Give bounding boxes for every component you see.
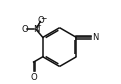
- Text: +: +: [35, 24, 41, 29]
- Text: O: O: [22, 25, 29, 34]
- Text: O: O: [30, 73, 37, 82]
- Text: N: N: [33, 25, 39, 34]
- Text: −: −: [40, 14, 47, 23]
- Text: O: O: [38, 16, 45, 25]
- Text: N: N: [92, 33, 99, 42]
